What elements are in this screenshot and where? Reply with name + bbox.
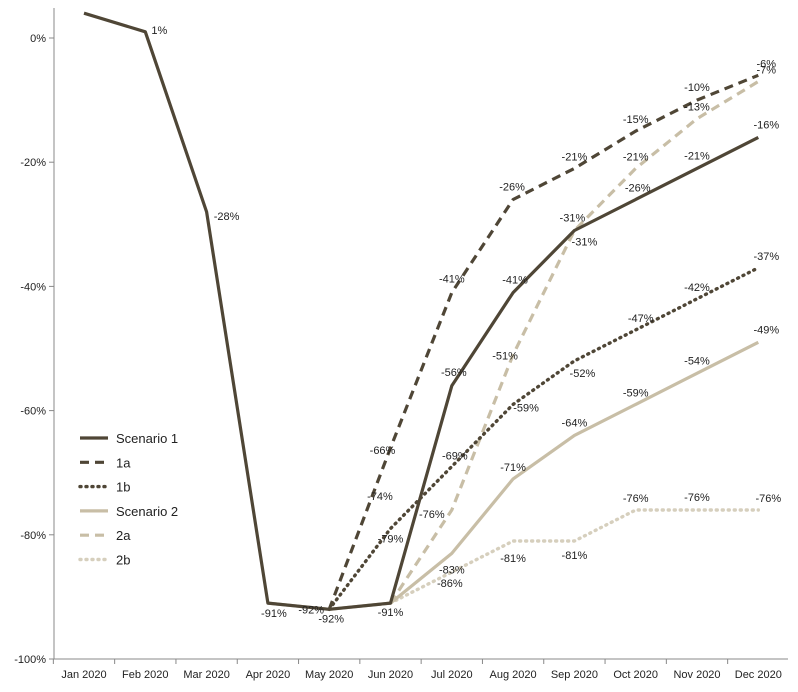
y-tick-label: -80% (20, 530, 46, 542)
legend-label: 1a (116, 455, 131, 470)
data-label: 1% (151, 25, 167, 37)
data-label: -83% (439, 564, 465, 576)
x-tick-label: Nov 2020 (673, 669, 720, 681)
data-label: -52% (570, 368, 596, 380)
y-tick-label: 0% (30, 33, 46, 45)
data-label: -26% (499, 181, 525, 193)
data-label: -74% (367, 491, 393, 503)
data-label: -13% (684, 102, 710, 114)
x-tick-label: Sep 2020 (551, 669, 598, 681)
series-line (83, 11, 760, 611)
x-tick-label: Oct 2020 (613, 669, 658, 681)
data-label: -31% (572, 237, 598, 249)
x-tick-label: Feb 2020 (122, 669, 168, 681)
data-label: -31% (560, 213, 586, 225)
y-tick-label: -20% (20, 157, 46, 169)
data-label: -16% (753, 119, 779, 131)
series-lines (83, 11, 760, 611)
series-line (388, 508, 760, 605)
data-label: -76% (755, 493, 781, 505)
x-tick-label: Jul 2020 (431, 669, 473, 681)
data-label: -59% (513, 402, 539, 414)
axes: 0% -20% -40% -60% -80% -100% Jan 2020 Feb 2020 M… (14, 8, 788, 681)
legend-label: Scenario 1 (116, 431, 178, 446)
data-label: -41% (502, 275, 528, 287)
data-label: -91% (378, 607, 404, 619)
legend-label: 1b (116, 480, 130, 495)
data-label: -28% (214, 211, 240, 223)
y-tick-label: -100% (14, 654, 46, 666)
data-label: -26% (625, 182, 651, 194)
data-label: -59% (623, 387, 649, 399)
x-tick-label: Apr 2020 (246, 669, 291, 681)
data-label: -47% (628, 313, 654, 325)
data-label: -42% (684, 282, 710, 294)
legend: Scenario 1 1a 1b Scenario 2 2a 2b (78, 431, 178, 568)
legend-label: 2b (116, 553, 130, 568)
data-label: -91% (261, 608, 287, 620)
data-label: -64% (562, 417, 588, 429)
data-label: -71% (500, 462, 526, 474)
data-label: -92% (298, 604, 324, 616)
data-label: -54% (684, 355, 710, 367)
x-tick-label: May 2020 (305, 669, 353, 681)
data-label: -86% (437, 578, 463, 590)
data-label: -21% (623, 151, 649, 163)
legend-label: 2a (116, 528, 131, 543)
x-tick-label: Dec 2020 (735, 669, 782, 681)
data-label: -6% (757, 58, 777, 70)
x-tick-label: Mar 2020 (183, 669, 229, 681)
x-tick-label: Aug 2020 (490, 669, 537, 681)
series-line (327, 73, 759, 610)
series-line (327, 266, 760, 611)
y-tick-label: -40% (20, 281, 46, 293)
data-label: -7% (757, 64, 777, 76)
series-line (267, 340, 760, 611)
data-label: -76% (684, 492, 710, 504)
data-label: -41% (439, 274, 465, 286)
legend-label: Scenario 2 (116, 504, 178, 519)
data-label: -81% (500, 553, 526, 565)
data-label: -10% (684, 82, 710, 94)
data-labels: 4% 1% -28% -91% -56% -41% -31% -26% -21% -16% -92%… (62, 0, 781, 625)
data-label: -15% (623, 114, 649, 126)
data-label: -21% (562, 151, 588, 163)
data-label: -37% (753, 251, 779, 263)
data-label: -49% (753, 324, 779, 336)
x-tick-label: Jan 2020 (61, 669, 106, 681)
data-label: -79% (378, 534, 404, 546)
data-label: -21% (684, 150, 710, 162)
y-tick-label: -60% (20, 406, 46, 418)
data-label: -66% (370, 445, 396, 457)
data-label: -56% (441, 367, 467, 379)
data-label: -51% (492, 351, 518, 363)
data-label: -92% (318, 613, 344, 625)
data-label: -76% (419, 509, 445, 521)
data-label: -76% (623, 493, 649, 505)
x-tick-label: Jun 2020 (368, 669, 413, 681)
data-label: 4% (62, 0, 78, 2)
data-label: -69% (442, 450, 468, 462)
series-line (389, 80, 760, 604)
data-label: -81% (562, 550, 588, 562)
